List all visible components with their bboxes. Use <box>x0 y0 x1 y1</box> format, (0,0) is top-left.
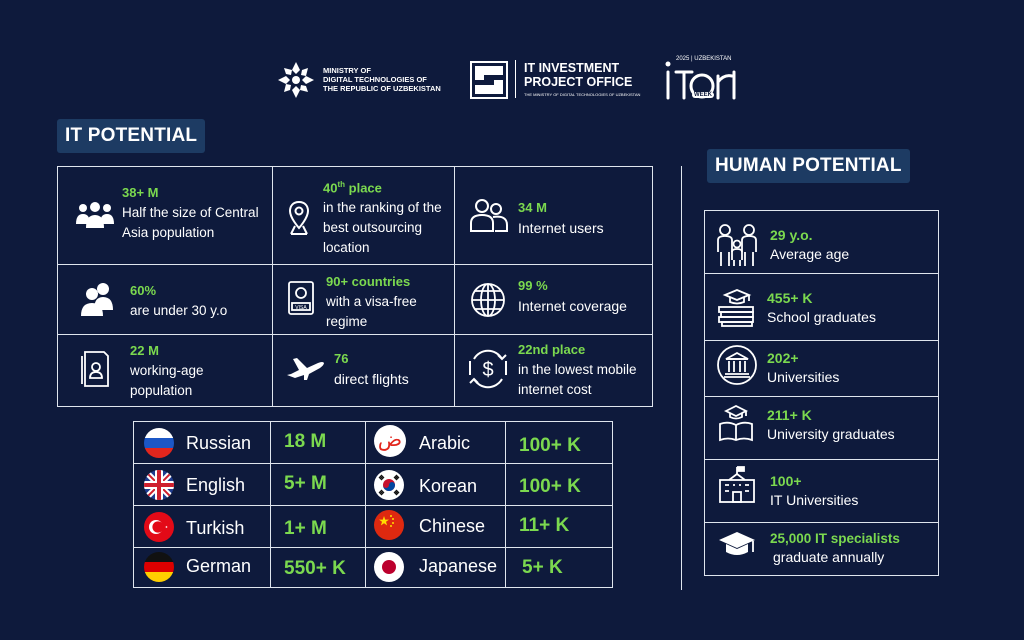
korea-flag-icon <box>374 470 404 500</box>
dollar-exchange-icon: $ <box>469 349 507 389</box>
itpo-line-1: IT INVESTMENT <box>524 61 620 75</box>
stat-text-outsourcing-3: location <box>323 240 370 256</box>
ministry-line-3: THE REPUBLIC OF UZBEKISTAN <box>323 84 441 93</box>
lang-name-german: German <box>186 556 252 576</box>
china-flag-icon <box>374 510 404 540</box>
stat-value-outsourcing: 40th place <box>323 180 382 196</box>
lang-name-turkish: Turkish <box>186 518 245 538</box>
hp-text-average-age: Average age <box>770 246 850 262</box>
it-week-logo: 2025 | UZBEKISTAN WEEK <box>664 56 740 106</box>
hp-row-it-specialists <box>704 522 939 576</box>
it-week-label: WEEK <box>692 92 714 98</box>
hp-value-average-age: 29 y.o. <box>770 227 813 243</box>
ministry-logo: MINISTRY OF DIGITAL TECHNOLOGIES OF THE … <box>276 60 446 100</box>
itpo-line-2: PROJECT OFFICE <box>524 75 633 89</box>
japan-flag-icon <box>374 552 404 582</box>
germany-flag-icon <box>144 552 174 582</box>
itpo-mark-icon <box>470 61 508 99</box>
stat-text-internet-users: Internet users <box>518 220 604 236</box>
stat-text-mobile-cost-2: internet cost <box>518 382 592 397</box>
stat-text-population-1: Half the size of Central <box>122 205 259 220</box>
hp-text-universities: Universities <box>767 369 840 385</box>
lang-name-english: English <box>186 475 246 495</box>
family-icon <box>717 224 757 266</box>
university-building-icon <box>717 345 757 385</box>
globe-icon <box>471 283 505 317</box>
id-card-icon <box>81 351 109 387</box>
uk-flag-icon <box>144 470 174 500</box>
hp-value-it-specialists: 25,000 IT specialists <box>770 531 900 546</box>
stat-text-visa-1: with a visa-free <box>326 294 417 309</box>
youth-icon <box>81 283 113 316</box>
location-pin-icon <box>288 200 310 235</box>
lang-value-arabic: 100+ K <box>519 435 581 456</box>
stat-text-outsourcing-2: best outsourcing <box>323 220 423 236</box>
stat-text-flights: direct flights <box>334 371 409 387</box>
hp-text-university-graduates: University graduates <box>767 426 895 442</box>
hp-value-universities: 202+ <box>767 350 799 366</box>
hp-text-it-universities: IT Universities <box>770 492 859 508</box>
stat-text-visa-2: regime <box>326 314 368 329</box>
stat-text-working-age-1: working-age <box>130 363 204 378</box>
section-divider <box>681 166 682 590</box>
stat-text-outsourcing-1: in the ranking of the <box>323 200 442 216</box>
hp-value-it-universities: 100+ <box>770 473 802 489</box>
lang-value-german: 550+ K <box>284 558 346 579</box>
stat-text-mobile-cost-1: in the lowest mobile <box>518 362 637 377</box>
people-group-icon <box>76 202 114 228</box>
lang-name-russian: Russian <box>186 433 252 453</box>
lang-name-arabic: Arabic <box>419 433 471 453</box>
lang-name-chinese: Chinese <box>419 516 486 536</box>
lang-value-turkish: 1+ M <box>284 518 327 539</box>
lang-value-korean: 100+ K <box>519 476 581 497</box>
school-building-icon <box>719 466 755 503</box>
stat-cell-mobile-cost <box>454 334 653 407</box>
lang-value-russian: 18 M <box>284 431 327 452</box>
hp-text-school-graduates: School graduates <box>767 309 876 325</box>
lang-value-english: 5+ M <box>284 473 327 494</box>
graduation-book-icon <box>719 404 753 442</box>
stat-text-coverage: Internet coverage <box>518 298 627 314</box>
stat-value-flights: 76 <box>334 351 349 366</box>
it-week-year: 2025 | UZBEKISTAN <box>676 56 732 62</box>
it-potential-title: IT POTENTIAL <box>57 119 206 153</box>
lang-name-korean: Korean <box>419 476 478 496</box>
russia-flag-icon <box>144 428 174 458</box>
stat-text-youth: are under 30 y.o <box>130 303 228 318</box>
lang-table <box>133 421 613 588</box>
svg-text:$: $ <box>482 359 493 381</box>
lang-name-japanese: Japanese <box>419 556 498 576</box>
ministry-line-1: MINISTRY OF <box>323 66 371 75</box>
stat-value-youth: 60% <box>130 283 157 298</box>
users-icon <box>470 199 508 232</box>
stat-value-working-age: 22 M <box>130 343 159 358</box>
books-cap-icon <box>718 289 754 327</box>
human-potential-title: HUMAN POTENTIAL <box>707 149 910 183</box>
ministry-line-2: DIGITAL TECHNOLOGIES OF <box>323 75 427 84</box>
turkey-flag-icon <box>144 512 174 542</box>
arabic-letter-icon: ض <box>374 425 406 457</box>
hp-text-it-specialists: graduate annually <box>773 549 885 565</box>
it-week-mark-icon <box>665 61 736 100</box>
hp-value-school-graduates: 455+ K <box>767 290 813 306</box>
itpo-logo: IT INVESTMENT PROJECT OFFICE THE MINISTR… <box>470 60 640 100</box>
ministry-emblem-icon <box>278 62 314 98</box>
airplane-icon <box>287 358 324 380</box>
visa-passport-icon: VISA <box>288 281 314 315</box>
lang-value-japanese: 5+ K <box>522 557 563 578</box>
stat-text-working-age-2: population <box>130 383 193 398</box>
hp-value-university-graduates: 211+ K <box>767 407 812 423</box>
graduation-cap-icon <box>719 532 755 555</box>
stat-value-internet-users: 34 M <box>518 200 547 215</box>
itpo-subtitle: THE MINISTRY OF DIGITAL TECHNOLOGIES OF … <box>524 92 641 97</box>
stat-value-population: 38+ M <box>122 185 159 200</box>
lang-value-chinese: 11+ K <box>519 515 570 536</box>
stat-value-mobile-cost: 22nd place <box>518 342 586 357</box>
stat-value-visa: 90+ countries <box>326 274 411 289</box>
stat-text-population-2: Asia population <box>122 225 215 240</box>
stat-value-coverage: 99 % <box>518 278 548 293</box>
svg-text:VISA: VISA <box>295 305 307 311</box>
